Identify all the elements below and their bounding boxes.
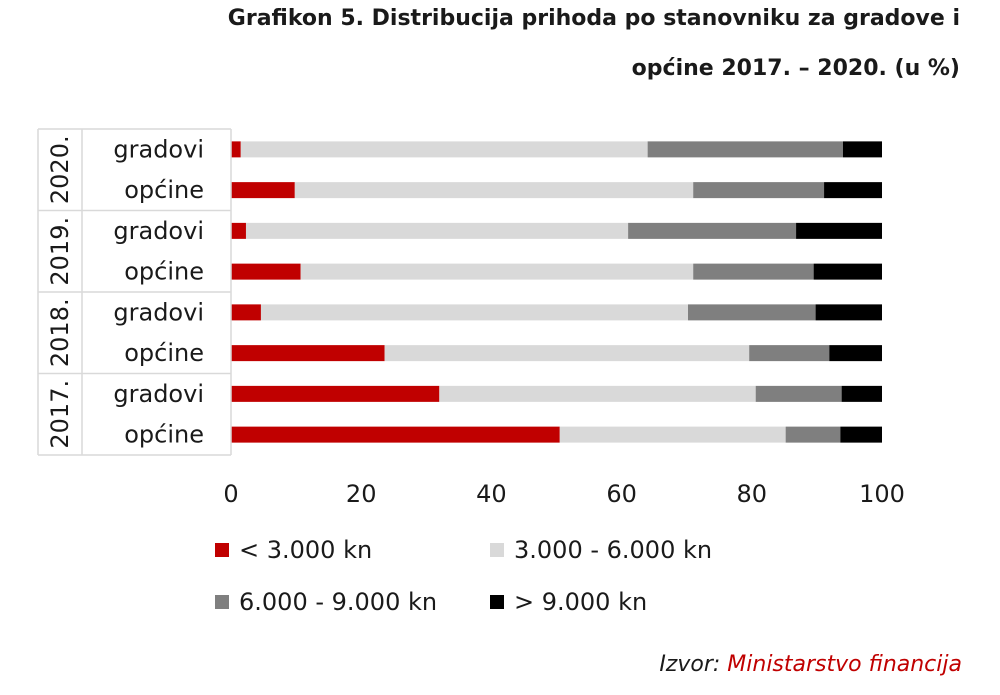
group-label: 2020.: [46, 135, 74, 204]
bar-segment-1: [231, 345, 385, 362]
chart-title-line2: općine 2017. – 2020. (u %): [631, 56, 960, 81]
chart-title-line1: Grafikon 5. Distribucija prihoda po stan…: [227, 6, 960, 31]
bar-segment-4: [815, 304, 882, 321]
bar-segment-3: [688, 304, 816, 321]
bar-segment-1: [231, 426, 560, 443]
row-label: općine: [124, 258, 204, 286]
bar-segment-4: [840, 426, 882, 443]
row-label: gradovi: [113, 135, 204, 163]
bar-segment-1: [231, 304, 261, 321]
bar-segment-2: [294, 182, 694, 199]
bar-segment-4: [829, 345, 882, 362]
legend-label: > 9.000 kn: [514, 588, 648, 616]
group-label: 2019.: [46, 217, 74, 286]
bar-segment-3: [647, 141, 843, 158]
bar-segment-4: [796, 222, 882, 239]
group-label: 2018.: [46, 298, 74, 367]
x-tick-label: 40: [476, 480, 507, 508]
bar-segment-2: [559, 426, 786, 443]
bar-segment-4: [824, 182, 882, 199]
source-note: Izvor: Ministarstvo financija: [659, 652, 962, 677]
bar-segment-2: [245, 222, 629, 239]
bar-segment-1: [231, 222, 246, 239]
legend-item-6000-9000: 6.000 - 9.000 kn: [215, 588, 437, 616]
source-name: Ministarstvo financija: [727, 652, 962, 677]
legend-swatch-6000-9000: [215, 595, 229, 609]
row-label: gradovi: [113, 380, 204, 408]
bar-segment-3: [693, 182, 825, 199]
row-label: općine: [124, 176, 204, 204]
bar-segment-3: [749, 345, 830, 362]
bar-segment-4: [841, 385, 882, 402]
legend-item-lt3000: < 3.000 kn: [215, 536, 372, 564]
bar-segment-1: [231, 263, 301, 280]
bar-segment-1: [231, 385, 440, 402]
bar-segment-3: [755, 385, 842, 402]
legend-label: 3.000 - 6.000 kn: [514, 536, 713, 564]
legend-swatch-gt9000: [490, 595, 504, 609]
legend-swatch-lt3000: [215, 543, 229, 557]
bar-segment-1: [231, 182, 295, 199]
legend-item-gt9000: > 9.000 kn: [490, 588, 647, 616]
row-label: gradovi: [113, 298, 204, 326]
legend-swatch-3000-6000: [490, 543, 504, 557]
legend-label: < 3.000 kn: [239, 536, 373, 564]
chart-plot: gradovi općine 2020. gradovi općine 2019. grad…: [37, 128, 905, 508]
bar-segment-4: [813, 263, 882, 280]
x-tick-label: 60: [606, 480, 637, 508]
row-label: gradovi: [113, 217, 204, 245]
bar-segment-2: [384, 345, 750, 362]
row-label: općine: [124, 339, 204, 367]
x-tick-label: 0: [223, 480, 238, 508]
bar-segment-2: [260, 304, 689, 321]
x-tick-label: 100: [859, 480, 905, 508]
group-label: 2017.: [46, 380, 74, 449]
legend-label: 6.000 - 9.000 kn: [239, 588, 438, 616]
bar-segment-3: [628, 222, 797, 239]
bar-segment-3: [785, 426, 841, 443]
x-tick-label: 80: [737, 480, 768, 508]
bar-segment-3: [693, 263, 814, 280]
bar-segment-2: [300, 263, 694, 280]
x-tick-label: 20: [346, 480, 377, 508]
bar-segment-4: [842, 141, 882, 158]
bar-segment-2: [240, 141, 648, 158]
source-prefix: Izvor:: [659, 652, 728, 677]
bar-segment-1: [231, 141, 241, 158]
row-label: općine: [124, 421, 204, 449]
bar-segment-2: [439, 385, 756, 402]
legend-item-3000-6000: 3.000 - 6.000 kn: [490, 536, 712, 564]
